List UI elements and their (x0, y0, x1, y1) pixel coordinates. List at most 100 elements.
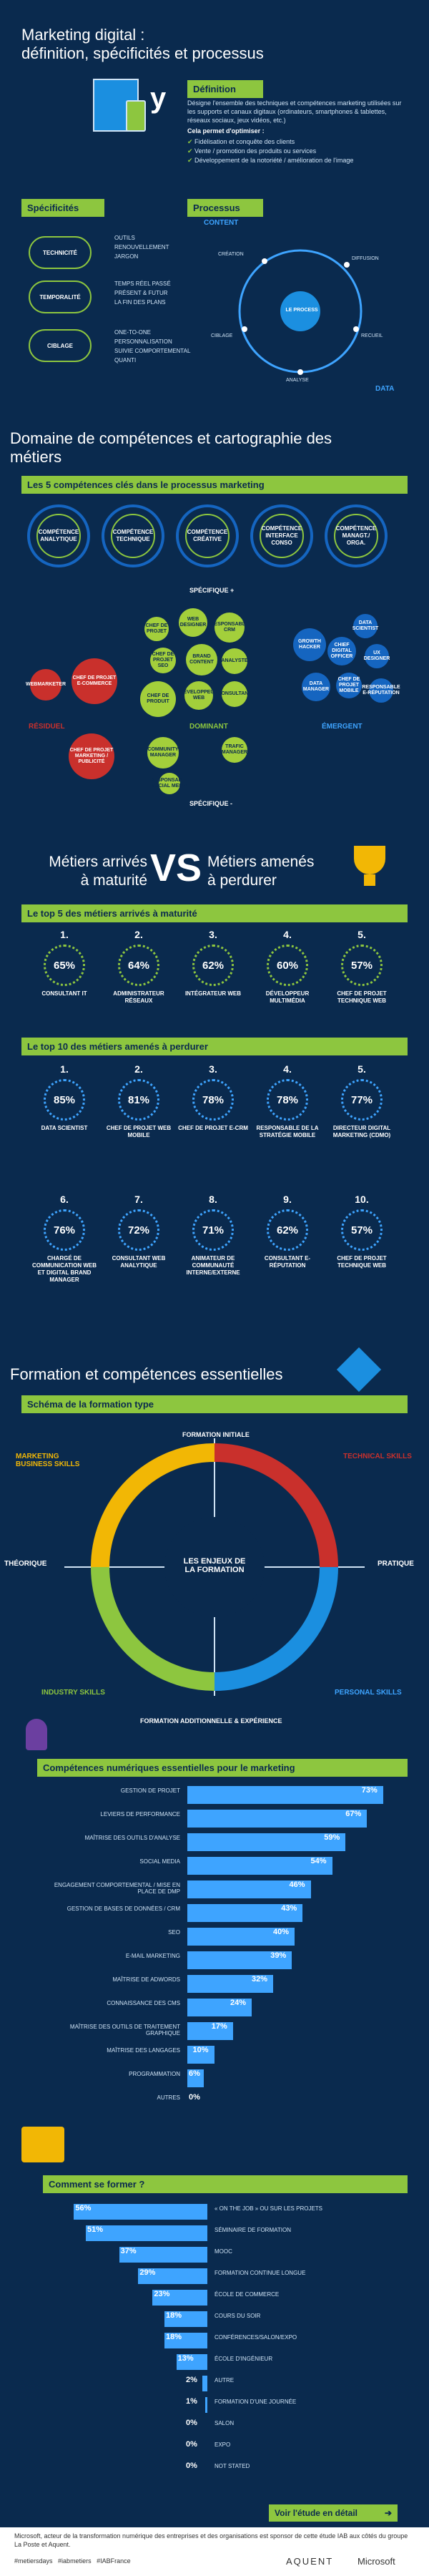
yammer-logo-icon: y (150, 82, 167, 114)
process-center-label: LE PROCESS (285, 308, 318, 313)
formation-bar: Schéma de la formation type (21, 1395, 408, 1413)
rank: 4. (283, 1063, 292, 1075)
bar-value: 29% (139, 2268, 156, 2277)
rank: 2. (134, 1063, 143, 1075)
spec-technicite: TECHNICITÉ (29, 236, 92, 269)
specifique-plus: SPÉCIFIQUE + (189, 587, 235, 594)
list-item: ✔ Développement de la notoriété / amélio… (187, 157, 354, 164)
rank: 6. (60, 1194, 69, 1205)
comment-bar: Comment se former ? (43, 2175, 408, 2193)
bubble-red: WEBMARKETER (26, 669, 66, 701)
rank: 5. (358, 929, 366, 940)
bar-value: 2% (186, 2376, 197, 2384)
metier-label: CHEF DE PROJET WEB MOBILE (106, 1125, 172, 1138)
bar (119, 2247, 207, 2263)
rank: 5. (358, 1063, 366, 1075)
metier-label: ANIMATEUR DE COMMUNAUTÉ INTERNE/EXTERNE (186, 1255, 240, 1276)
bar-value: 13% (177, 2354, 194, 2363)
bar (187, 1810, 368, 1828)
process-data: DATA (375, 385, 395, 393)
bar (164, 2333, 207, 2348)
bar-label: MAÎTRISE DES OUTILS D'ANALYSE (84, 1835, 180, 1841)
bar-label: SÉMINAIRE DE FORMATION (214, 2227, 291, 2233)
bar-value: 18% (166, 2311, 182, 2320)
specifique-minus: SPÉCIFIQUE - (189, 800, 233, 807)
domain-title-line1: Domaine de compétences et cartographie d… (10, 429, 332, 447)
arc-industry (91, 1566, 215, 1691)
metier-label: DIRECTEUR DIGITAL MARKETING (CDMO) (332, 1125, 391, 1138)
formation-pratique: PRATIQUE (378, 1560, 414, 1568)
bar (187, 1857, 332, 1875)
bubble-green: TRAFIC MANAGER (222, 737, 247, 763)
bar (138, 2268, 207, 2284)
rank: 3. (209, 1063, 217, 1075)
bar-value: 18% (166, 2333, 182, 2341)
percent-ring: 57% (341, 945, 383, 986)
emergent-label: ÉMERGENT (322, 723, 363, 731)
trophy-base (364, 874, 375, 886)
formation-marketing: MARKETING BUSINESS SKILLS (16, 1453, 80, 1468)
metier-card: 6. 76% CHARGÉ DE COMMUNICATION WEB ET DIGI… (29, 1194, 100, 1284)
footer-text: Microsoft, acteur de la transformation n… (14, 2532, 408, 2548)
bar-value: 54% (310, 1857, 327, 1865)
check-icon: ✔ (187, 157, 195, 164)
percent-ring: 65% (44, 945, 85, 986)
metier-label: CHEF DE PROJET E-CRM (178, 1125, 248, 1131)
bar-value: 37% (120, 2247, 137, 2255)
vs-middle: VS (150, 847, 202, 889)
bar-label: AUTRES (157, 2094, 180, 2101)
dominant-label: DOMINANT (189, 723, 228, 731)
bar-value: 46% (289, 1880, 305, 1889)
bubble-blue: DATA MANAGER (302, 673, 330, 701)
rank: 7. (134, 1194, 143, 1205)
metier-card: 5. 77% DIRECTEUR DIGITAL MARKETING (CDMO) (326, 1063, 398, 1139)
arc-personal (214, 1566, 338, 1691)
bubble-red: CHEF DE PROJET MARKETING / PUBLICITÉ (69, 733, 114, 779)
metier-label: CHEF DE PROJET TECHNIQUE WEB (337, 990, 387, 1004)
bar-value: 10% (192, 2046, 209, 2054)
formation-personal: PERSONAL SKILLS (335, 1689, 402, 1697)
top10-bar: Le top 10 des métiers amenés à perdurer (21, 1038, 408, 1055)
metier-card: 4. 78% RESPONSABLE DE LA STRATÉGIE MOBILE (252, 1063, 323, 1139)
percent-ring: 77% (341, 1079, 383, 1121)
bar-label: FORMATION CONTINUE LONGUE (214, 2270, 306, 2276)
metier-card: 1. 65% CONSULTANT IT (29, 929, 100, 997)
metier-label: ADMINISTRATEUR RÉSEAUX (113, 990, 164, 1004)
bar-value: 0% (189, 2093, 200, 2102)
gear-icon (336, 1347, 382, 1392)
bar (187, 1833, 346, 1851)
bar-label: CONNAISSANCE DES CMS (107, 2000, 180, 2006)
metier-card: 3. 62% INTÉGRATEUR WEB (177, 929, 249, 997)
process-node: RECUEIL (361, 333, 383, 338)
node-dot (297, 369, 303, 375)
definition-text: Désigne l'ensemble des techniques et com… (187, 99, 402, 124)
bar-label: SALON (214, 2420, 235, 2426)
list-item: ✔ Vente / promotion des produits ou serv… (187, 147, 317, 155)
bar-label: SOCIAL MEDIA (139, 1858, 180, 1865)
bubble-green: BRAND CONTENT (186, 644, 217, 675)
definition-label: Définition (187, 80, 263, 98)
footer-tags: #metiersdays #iabmetiers #IABFrance (14, 2557, 131, 2565)
bar (187, 1786, 383, 1804)
bar-value: 39% (270, 1951, 287, 1960)
node-dot (262, 258, 267, 264)
bar (164, 2311, 207, 2327)
bar-label: « ON THE JOB » OU SUR LES PROJETS (214, 2205, 322, 2212)
bar-label: FORMATION D'UNE JOURNÉE (214, 2399, 297, 2405)
metier-card: 4. 60% DÉVELOPPEUR MULTIMÉDIA (252, 929, 323, 1005)
bar (74, 2204, 207, 2220)
cta-button[interactable]: Voir l'étude en détail ➔ (269, 2504, 398, 2522)
formation-initiale: FORMATION INITIALE (182, 1431, 250, 1438)
bubble-blue: CHEF DE PROJET MOBILE (336, 673, 362, 698)
bar-value: 6% (189, 2069, 200, 2078)
bubble-blue: GROWTH HACKER (293, 628, 326, 661)
metier-card: 9. 62% CONSULTANT E-RÉPUTATION (252, 1194, 323, 1269)
bar-label: CONFÉRENCES/SALON/EXPO (214, 2334, 297, 2341)
bar (187, 1880, 311, 1898)
metier-label: DATA SCIENTIST (41, 1125, 88, 1131)
aquent-logo: AQUENT (286, 2556, 334, 2567)
rank: 8. (209, 1194, 217, 1205)
percent-ring: 62% (267, 1209, 308, 1251)
metier-card: 3. 78% CHEF DE PROJET E-CRM (177, 1063, 249, 1132)
formation-center-label: LES ENJEUX DE LA FORMATION (183, 1557, 246, 1574)
